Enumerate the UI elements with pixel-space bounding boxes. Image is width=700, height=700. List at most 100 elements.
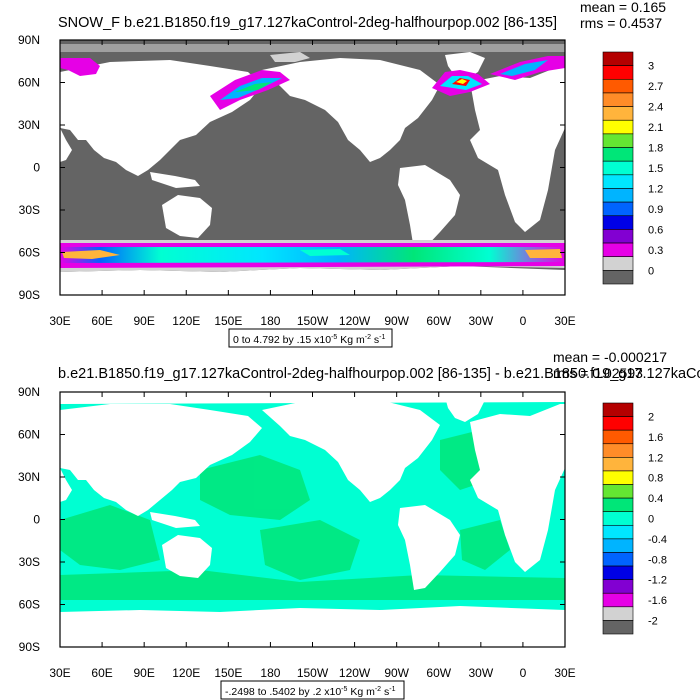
svg-text:-.2498 to .5402 by .2 x10-5 Kg: -.2498 to .5402 by .2 x10-5 Kg m-2 s-1	[225, 686, 396, 698]
top-xtick-label: 30E	[554, 314, 575, 328]
top-xtick-label: 90E	[133, 314, 154, 328]
top-panel: SNOW_F b.e21.B1850.f19_g17.127kaControl-…	[18, 0, 666, 348]
bottom-colorbar-swatch	[602, 484, 634, 499]
top-xtick-label: 0	[520, 314, 527, 328]
top-x-axis: 30E 60E 90E 120E 150E 180 150W 120W 90W 60W 30W 0 30…	[49, 40, 576, 328]
bottom-colorbar-swatch	[602, 592, 634, 608]
top-ytick-label: 90N	[18, 33, 40, 47]
top-colorbar-swatch	[602, 119, 634, 135]
top-xtick-label: 150E	[214, 314, 242, 328]
bottom-xtick-label: 120E	[172, 666, 200, 680]
top-colorbar-swatch	[602, 78, 634, 94]
top-xtick-label: 60E	[91, 314, 112, 328]
top-colorbar-swatch	[602, 229, 634, 244]
bottom-green-southern	[60, 570, 565, 600]
bottom-xtick-label: 120W	[339, 666, 371, 680]
top-ytick-label: 60N	[18, 76, 40, 90]
bottom-land-indonesia	[150, 512, 200, 528]
bottom-colorbar-swatch	[602, 497, 634, 513]
top-land	[60, 52, 565, 295]
bottom-colorbar-swatch	[602, 402, 634, 417]
bottom-green-pacific-c	[260, 520, 360, 580]
bottom-colorbar-swatch	[602, 606, 634, 621]
bottom-colorbar-label: -0.4	[648, 534, 667, 546]
top-range-text: 0 to 4.792 by .15 x10	[233, 334, 331, 346]
bottom-colorbar-swatch	[602, 457, 634, 472]
top-range-exp2: -2	[365, 334, 371, 341]
bottom-range-exp2: -2	[375, 686, 381, 693]
top-ytick-label: 0	[33, 161, 40, 175]
top-band-peak-east	[525, 249, 562, 258]
top-snow-labrador-warm	[456, 79, 467, 84]
bottom-colorbar-label: -1.6	[648, 595, 667, 607]
top-colorbar-swatch	[602, 215, 634, 230]
top-colorbar: 3 2.7 2.4 2.1 1.8 1.5 1.2 0.9 0.6 0.3 0	[602, 51, 663, 285]
bottom-ytick-label: 90N	[18, 385, 40, 399]
top-southern-band	[60, 240, 565, 272]
top-colorbar-swatch	[602, 201, 634, 217]
bottom-colorbar-swatch	[602, 470, 634, 485]
bottom-xtick-label: 30E	[554, 666, 575, 680]
top-xtick-label: 60W	[426, 314, 451, 328]
top-snow-siberia	[60, 58, 100, 76]
top-band-peak-west	[62, 250, 120, 259]
top-colorbar-swatch	[602, 160, 634, 176]
bottom-range-box	[220, 680, 405, 700]
bottom-colorbar-label: -2	[648, 615, 658, 627]
top-title: SNOW_F b.e21.B1850.f19_g17.127kaControl-…	[58, 15, 557, 31]
top-colorbar-label: 0	[648, 265, 654, 277]
bottom-panel: mean = -0.000217 b.e21.B1850.f19_g17.127…	[18, 349, 700, 700]
top-land-europe-africa	[470, 66, 565, 232]
bottom-ytick-label: 0	[33, 513, 40, 527]
top-colorbar-swatch	[602, 106, 634, 121]
top-xtick-label: 90W	[384, 314, 409, 328]
bottom-land-eurasia	[60, 404, 262, 516]
bottom-range-label: -.2498 to .5402 by .2 x10-5 Kg m-2 s-1	[220, 680, 405, 700]
bottom-colorbar-label: 1.2	[648, 452, 663, 464]
top-range-units2: s	[371, 334, 379, 346]
bottom-xtick-label: 0	[520, 666, 527, 680]
bottom-ytick-label: 90S	[19, 640, 40, 654]
bottom-x-axis: 30E 60E 90E 120E 150E 180 150W 120W 90W 60W 30W 0 30…	[49, 392, 576, 680]
top-range-label: 0 to 4.792 by .15 x10-5 Kg m-2 s-1	[228, 328, 393, 348]
top-mean: mean = 0.165	[580, 0, 666, 15]
top-range-box	[228, 328, 393, 348]
top-ytick-label: 60S	[19, 246, 40, 260]
bottom-rms: rms = 0.02593	[553, 365, 643, 381]
bottom-land-north-america	[262, 398, 440, 502]
bottom-land-greenland	[445, 394, 485, 422]
bottom-colorbar-swatch	[602, 579, 634, 594]
bottom-y-axis: 90N 60N 30N 0 30S 60S 90S	[18, 385, 565, 654]
top-ytick-label: 30N	[18, 118, 40, 132]
top-xtick-label: 120W	[339, 314, 371, 328]
top-colorbar-label: 0.9	[648, 204, 663, 216]
bottom-green-pacific-w	[200, 455, 310, 520]
bottom-xtick-label: 150W	[297, 666, 329, 680]
top-land-antarctica	[60, 266, 565, 295]
bottom-mean: mean = -0.000217	[553, 349, 667, 365]
top-snow-bering-center	[235, 82, 272, 92]
top-map	[59, 39, 566, 296]
top-colorbar-label: 1.2	[648, 183, 663, 195]
top-land-australia	[162, 195, 212, 238]
bottom-range-exp3: -1	[389, 686, 395, 693]
bottom-xtick-label: 150E	[214, 666, 242, 680]
top-xtick-label: 150W	[297, 314, 329, 328]
bottom-land-europe-africa	[470, 404, 565, 572]
bottom-xtick-label: 30W	[468, 666, 493, 680]
top-colorbar-label: 2.1	[648, 122, 663, 134]
bottom-ytick-label: 30N	[18, 470, 40, 484]
bottom-colorbar-swatch	[602, 552, 634, 567]
bottom-colorbar-label: 0.8	[648, 473, 663, 485]
top-range-units: Kg m	[337, 334, 365, 346]
top-colorbar-label: 0.6	[648, 224, 663, 236]
bottom-range-units2: s	[381, 686, 389, 698]
top-colorbar-swatch	[602, 92, 634, 107]
top-colorbar-swatch	[602, 65, 634, 80]
bottom-range-exp: -5	[341, 686, 347, 693]
top-colorbar-swatch	[602, 242, 634, 258]
bottom-xtick-label: 90W	[384, 666, 409, 680]
top-range-exp3: -1	[379, 334, 385, 341]
top-colorbar-swatch	[602, 147, 634, 162]
